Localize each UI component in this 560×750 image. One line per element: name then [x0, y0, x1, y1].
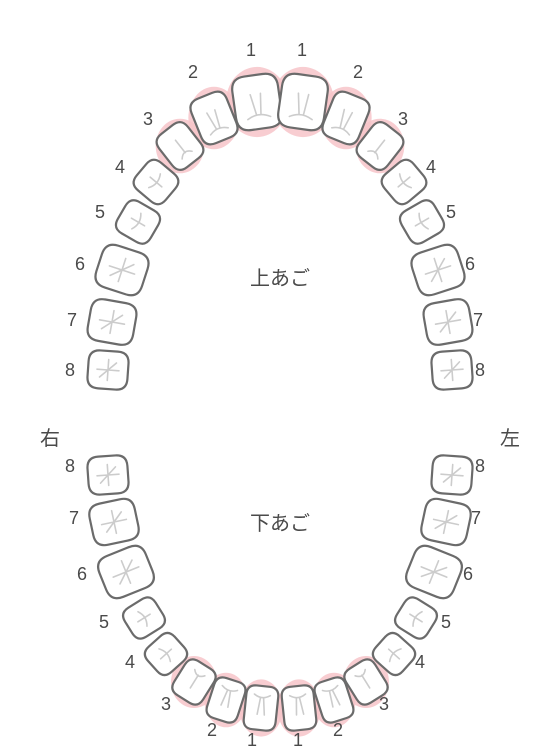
tooth-lower-L7 — [87, 497, 141, 548]
tooth-number-upper-L8: 8 — [65, 360, 75, 380]
tooth-number-lower-R2: 2 — [333, 720, 343, 740]
labels-layer: 11223344556677888877665544332211上あご下あご右左 — [40, 40, 520, 750]
tooth-upper-R8 — [431, 350, 474, 391]
tooth-number-lower-R5: 5 — [441, 612, 451, 632]
tooth-upper-L6 — [92, 242, 151, 299]
tooth-lower-L8 — [87, 455, 130, 496]
dental-chart: 11223344556677888877665544332211上あご下あご右左 — [0, 0, 560, 750]
lower-jaw-label: 下あご — [250, 512, 310, 535]
tooth-upper-R1 — [276, 72, 329, 132]
teeth-layer — [86, 72, 475, 731]
tooth-number-lower-R3: 3 — [379, 694, 389, 714]
tooth-number-lower-L1: 1 — [247, 730, 257, 750]
tooth-number-upper-R8: 8 — [475, 360, 485, 380]
tooth-upper-R7 — [422, 297, 475, 346]
tooth-number-upper-L7: 7 — [67, 310, 77, 330]
tooth-number-upper-R4: 4 — [426, 157, 436, 177]
tooth-lower-R6 — [403, 542, 466, 602]
tooth-number-lower-L5: 5 — [99, 612, 109, 632]
tooth-number-upper-L2: 2 — [188, 62, 198, 82]
tooth-lower-R7 — [419, 497, 473, 548]
upper-jaw-label: 上あご — [250, 267, 310, 290]
tooth-upper-L1 — [230, 72, 283, 132]
tooth-lower-L6 — [95, 542, 158, 602]
tooth-upper-R6 — [408, 242, 467, 299]
tooth-number-upper-L5: 5 — [95, 202, 105, 222]
tooth-lower-L1 — [243, 684, 279, 731]
tooth-number-upper-L4: 4 — [115, 157, 125, 177]
tooth-lower-R1 — [281, 684, 317, 731]
tooth-number-upper-L3: 3 — [143, 109, 153, 129]
tooth-number-upper-R2: 2 — [353, 62, 363, 82]
tooth-number-lower-R4: 4 — [415, 652, 425, 672]
tooth-number-lower-L6: 6 — [77, 564, 87, 584]
tooth-upper-L8 — [87, 350, 130, 391]
tooth-number-lower-L3: 3 — [161, 694, 171, 714]
tooth-number-lower-R6: 6 — [463, 564, 473, 584]
tooth-number-lower-L7: 7 — [69, 508, 79, 528]
tooth-number-upper-L1: 1 — [246, 40, 256, 60]
right-side-label: 右 — [40, 427, 60, 450]
tooth-number-upper-R1: 1 — [297, 40, 307, 60]
tooth-number-upper-R3: 3 — [398, 109, 408, 129]
highlight-layer — [156, 67, 405, 737]
tooth-number-lower-L8: 8 — [65, 456, 75, 476]
tooth-upper-L7 — [86, 297, 139, 346]
tooth-number-upper-R5: 5 — [446, 202, 456, 222]
left-side-label: 左 — [500, 427, 520, 450]
tooth-number-upper-L6: 6 — [75, 254, 85, 274]
tooth-number-lower-R1: 1 — [293, 730, 303, 750]
tooth-number-lower-L2: 2 — [207, 720, 217, 740]
tooth-number-lower-R8: 8 — [475, 456, 485, 476]
tooth-number-lower-L4: 4 — [125, 652, 135, 672]
tooth-number-upper-R6: 6 — [465, 254, 475, 274]
tooth-number-lower-R7: 7 — [471, 508, 481, 528]
tooth-lower-R8 — [431, 455, 474, 496]
tooth-number-upper-R7: 7 — [473, 310, 483, 330]
